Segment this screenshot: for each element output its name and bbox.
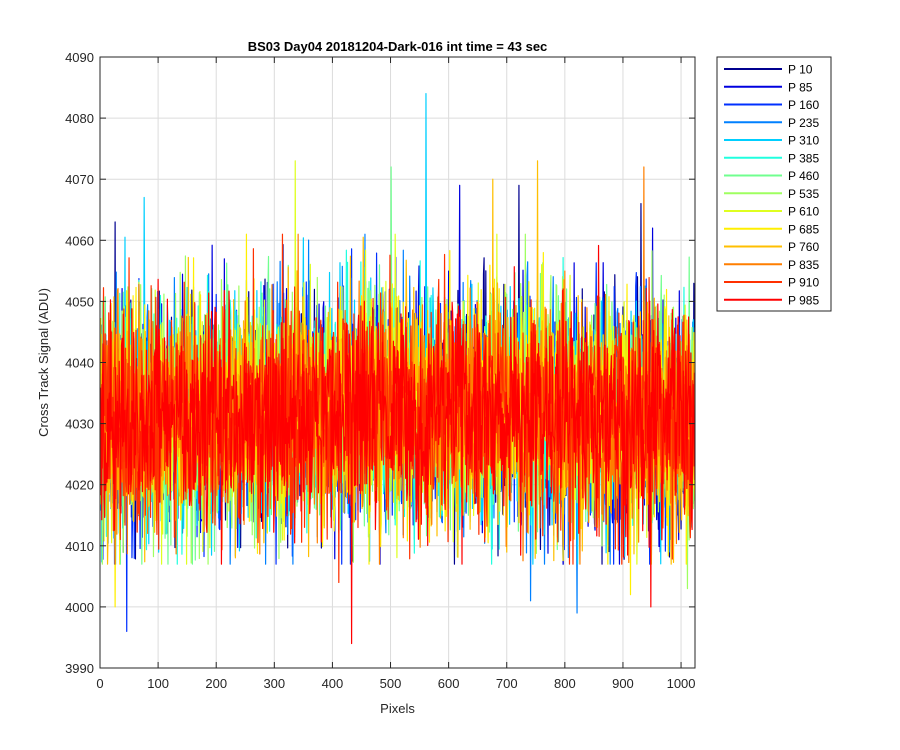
legend-label: P 985 [788, 293, 819, 307]
legend-label: P 85 [788, 80, 813, 94]
y-tick-label: 4020 [65, 478, 94, 493]
legend-label: P 685 [788, 222, 819, 236]
x-tick-label: 400 [322, 676, 344, 691]
x-tick-label: 0 [96, 676, 103, 691]
x-tick-label: 1000 [667, 676, 696, 691]
y-tick-label: 4040 [65, 356, 94, 371]
series-line-p985 [100, 244, 695, 645]
legend-label: P 910 [788, 276, 819, 290]
plot-area: 0 100 200 300 400 500 600 700 800 900 1000 3990 4000… [65, 50, 695, 691]
x-tick-label: 700 [496, 676, 518, 691]
y-tick-label: 4070 [65, 172, 94, 187]
legend: P 10 P 85 P 160 P 235 P 310 P 385 P 460 P 535 P … [716, 56, 832, 312]
x-axis-label: Pixels [380, 701, 415, 716]
legend-label: P 235 [788, 116, 819, 130]
y-tick-label: 4010 [65, 539, 94, 554]
y-tick-label: 4050 [65, 294, 94, 309]
y-axis-label: Cross Track Signal (ADU) [36, 288, 51, 437]
x-tick-label: 300 [263, 676, 285, 691]
y-tick-label: 4090 [65, 50, 94, 65]
chart-title: BS03 Day04 20181204-Dark-016 int time = … [248, 39, 548, 54]
x-tick-label: 800 [554, 676, 576, 691]
legend-label: P 10 [788, 63, 813, 77]
legend-label: P 310 [788, 134, 819, 148]
legend-label: P 610 [788, 205, 819, 219]
x-tick-label: 900 [612, 676, 634, 691]
legend-label: P 535 [788, 187, 819, 201]
x-tick-label: 200 [205, 676, 227, 691]
legend-label: P 835 [788, 258, 819, 272]
series-layer [100, 93, 695, 645]
legend-box [716, 56, 832, 312]
x-tick-label: 600 [438, 676, 460, 691]
y-tick-label: 4030 [65, 417, 94, 432]
y-tick-label: 3990 [65, 661, 94, 676]
legend-label: P 460 [788, 169, 819, 183]
y-tick-label: 4060 [65, 233, 94, 248]
x-tick-label: 100 [147, 676, 169, 691]
x-tick-label: 500 [380, 676, 402, 691]
legend-label: P 760 [788, 240, 819, 254]
y-tick-label: 4080 [65, 111, 94, 126]
axis-ticks: 0 100 200 300 400 500 600 700 800 900 1000 3990 4000… [65, 50, 695, 691]
legend-label: P 385 [788, 151, 819, 165]
y-tick-label: 4000 [65, 600, 94, 615]
legend-label: P 160 [788, 98, 819, 112]
